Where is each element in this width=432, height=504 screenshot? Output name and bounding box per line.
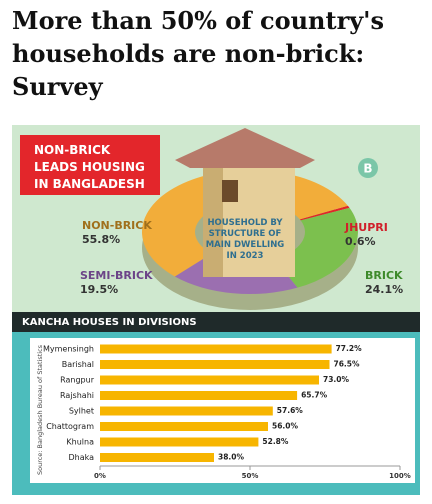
donut-segment — [274, 207, 358, 288]
slice-label: BRICK — [365, 269, 403, 282]
x-tick-label: 100% — [389, 472, 411, 480]
x-tick-label: 50% — [242, 472, 259, 480]
slice-value: 24.1% — [365, 283, 403, 296]
value-label: 77.2% — [336, 344, 363, 353]
center-label: HOUSEHOLD BY STRUCTURE OF MAIN DWELLING IN … — [206, 218, 285, 261]
house-side — [203, 165, 223, 277]
slice-label: SEMI-BRICK — [80, 269, 153, 282]
banner: NON-BRICK LEADS HOUSING IN BANGLADESH — [34, 143, 145, 191]
category-label: Khulna — [66, 438, 94, 447]
house-window — [222, 180, 238, 202]
category-label: Dhaka — [68, 453, 94, 462]
value-label: 65.7% — [301, 391, 328, 400]
headline-text: More than 50% of country's households are… — [12, 6, 384, 101]
bar — [100, 437, 259, 447]
slice-value: 19.5% — [80, 283, 118, 296]
category-label: Sylhet — [69, 407, 94, 416]
category-label: Barishal — [62, 360, 94, 369]
logo-letter: B — [363, 162, 372, 176]
category-label: Chattogram — [46, 422, 94, 431]
value-label: 38.0% — [218, 453, 245, 462]
bar — [100, 344, 332, 354]
value-label: 76.5% — [334, 360, 361, 369]
bar — [100, 360, 330, 369]
bar — [100, 375, 319, 385]
house-roof — [175, 128, 315, 168]
banner-box — [20, 135, 160, 195]
donut-segment — [142, 169, 348, 277]
bar-title-box — [12, 312, 420, 332]
banner-text: NON-BRICK LEADS HOUSING IN BANGLADESH — [34, 143, 145, 191]
donut-segment — [299, 205, 350, 221]
category-label: Rangpur — [60, 376, 95, 385]
source: Source: Bangladesh Bureau of Statistics — [36, 344, 44, 475]
headline: More than 50% of country's households are… — [12, 6, 384, 101]
slice-value: 0.6% — [345, 235, 376, 248]
category-label: Mymensingh — [43, 345, 94, 354]
bar-title: KANCHA HOUSES IN DIVISIONS — [22, 317, 197, 328]
bar — [100, 406, 273, 416]
house — [175, 128, 315, 277]
slice-label: JHUPRI — [344, 221, 388, 234]
center-text: HOUSEHOLD BY STRUCTURE OF MAIN DWELLING IN … — [206, 218, 285, 261]
bar — [100, 391, 298, 400]
slice-label: NON-BRICK — [82, 219, 152, 232]
value-label: 57.6% — [277, 406, 304, 415]
bar — [100, 453, 214, 462]
value-label: 73.0% — [323, 375, 350, 384]
bar — [100, 422, 268, 431]
category-label: Rajshahi — [60, 391, 94, 400]
x-tick-label: 0% — [94, 472, 106, 480]
value-label: 56.0% — [272, 422, 299, 431]
value-label: 52.8% — [262, 437, 289, 446]
logo — [358, 158, 378, 178]
slice-value: 55.8% — [82, 233, 120, 246]
